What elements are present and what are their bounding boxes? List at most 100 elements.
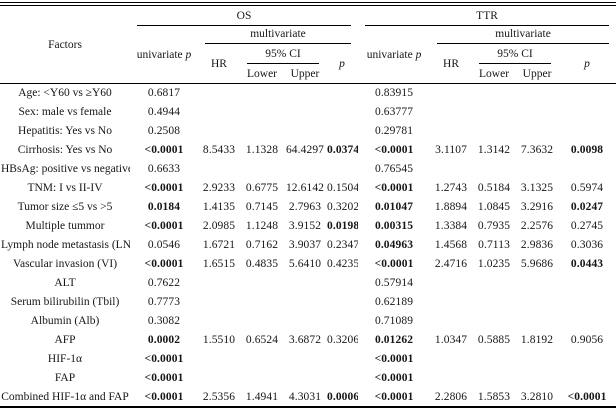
value-cell: 0.3206: [327, 334, 359, 346]
os-ci-header: 95% CI: [240, 44, 326, 64]
value-cell: 1.1328: [245, 144, 279, 156]
value-cell: 0.7113: [478, 239, 510, 251]
value-cell: 3.6872: [288, 334, 322, 346]
value-cell: [284, 274, 326, 293]
value-cell: [198, 369, 240, 388]
ttr-group-header: TTR: [358, 6, 616, 26]
value-cell: 0.0002: [147, 334, 181, 346]
value-cell: <0.0001: [374, 353, 414, 365]
value-cell: 0.29781: [374, 125, 414, 137]
value-cell: [240, 312, 284, 331]
value-cell: [472, 84, 516, 103]
value-cell: 2.0985: [202, 220, 236, 232]
table-row: HIF-1α <0.0001 <0.0001: [0, 350, 616, 369]
value-cell: 2.4716: [434, 258, 468, 270]
value-cell: 3.2916: [520, 201, 554, 213]
value-cell: [284, 312, 326, 331]
value-cell: [472, 293, 516, 312]
value-cell: [430, 274, 472, 293]
ttr-ci-header: 95% CI: [472, 44, 558, 64]
value-cell: <0.0001: [374, 182, 414, 194]
value-cell: [430, 312, 472, 331]
value-cell: [240, 369, 284, 388]
value-cell: <0.0001: [144, 258, 184, 270]
value-cell: 1.0845: [477, 201, 511, 213]
value-cell: 5.9686: [520, 258, 554, 270]
value-cell: [198, 160, 240, 179]
value-cell: [472, 312, 516, 331]
value-cell: [326, 274, 358, 293]
value-cell: [326, 369, 358, 388]
table-row: Albumin (Alb) 0.3082 0.71089: [0, 312, 616, 331]
value-cell: [472, 160, 516, 179]
factor-cell: Cirrhosis: Yes vs No: [17, 144, 113, 156]
factor-cell: FAP: [54, 372, 76, 384]
value-cell: 0.76545: [374, 163, 414, 175]
os-univariate-p-header: univariate p: [136, 48, 192, 61]
value-cell: 3.1325: [520, 182, 554, 194]
value-cell: 5.6410: [288, 258, 322, 270]
value-cell: 0.6633: [147, 163, 181, 175]
table-row: Lymph node metastasis (LN) 0.0546 1.6721…: [0, 236, 616, 255]
value-cell: [326, 122, 358, 141]
value-cell: 0.2508: [147, 125, 181, 137]
value-cell: 0.5885: [477, 334, 511, 346]
value-cell: <0.0001: [144, 182, 184, 194]
factor-cell: ALT: [54, 277, 76, 289]
table-row: HBsAg: positive vs negative 0.6633 0.765…: [0, 160, 616, 179]
table-row: ALT 0.7622 0.57914: [0, 274, 616, 293]
value-cell: 1.4135: [202, 201, 236, 213]
factor-cell: TNM: I vs II-IV: [27, 182, 103, 194]
value-cell: [326, 350, 358, 369]
ttr-p-header: p: [584, 57, 590, 70]
value-cell: [516, 312, 558, 331]
value-cell: [284, 122, 326, 141]
factor-cell: Age: <Y60 vs ≥Y60: [18, 87, 112, 100]
value-cell: 0.4235: [327, 258, 359, 270]
value-cell: 0.5184: [477, 182, 511, 194]
value-cell: 0.2745: [570, 220, 604, 232]
os-p-header: p: [339, 57, 345, 70]
table-row: Cirrhosis: Yes vs No <0.0001 8.5433 1.13…: [0, 141, 616, 160]
value-cell: 12.6142: [285, 182, 325, 194]
value-cell: 2.7963: [288, 201, 322, 213]
value-cell: [558, 274, 616, 293]
value-cell: 0.63777: [374, 106, 414, 118]
value-cell: 7.3632: [520, 144, 554, 156]
factor-cell: Combined HIF-1α and FAP: [1, 390, 129, 403]
value-cell: [198, 274, 240, 293]
value-cell: 0.3082: [147, 315, 181, 327]
factor-cell: Serum bilirubilin (Tbil): [10, 296, 120, 308]
factor-cell: Tumor size ≤5 vs >5: [17, 201, 113, 213]
value-cell: [472, 369, 516, 388]
value-cell: 0.0098: [570, 144, 604, 156]
value-cell: 0.3036: [570, 239, 604, 251]
value-cell: 1.8192: [520, 334, 554, 346]
factor-cell: HBsAg: positive vs negative: [1, 163, 130, 175]
value-cell: [516, 369, 558, 388]
value-cell: [472, 350, 516, 369]
value-cell: [430, 350, 472, 369]
value-cell: 3.1107: [435, 144, 467, 156]
value-cell: [516, 103, 558, 122]
ttr-ci-upper-header: Upper: [522, 67, 552, 80]
value-cell: 64.4297: [285, 144, 325, 156]
value-cell: 0.01047: [374, 201, 414, 213]
value-cell: 1.5853: [477, 390, 511, 403]
value-cell: [430, 122, 472, 141]
value-cell: <0.0001: [374, 258, 414, 270]
value-cell: 0.7145: [245, 201, 279, 213]
value-cell: 0.0546: [147, 239, 181, 251]
value-cell: 1.5510: [202, 334, 236, 346]
value-cell: 8.5433: [202, 144, 236, 156]
os-ci-lower-header: Lower: [246, 67, 277, 80]
factor-cell: Albumin (Alb): [30, 315, 100, 327]
table-row: FAP <0.0001 <0.0001: [0, 369, 616, 388]
value-cell: 1.6515: [202, 258, 236, 270]
value-cell: 3.9037: [288, 239, 322, 251]
value-cell: 4.3031: [288, 390, 322, 403]
os-hr-header: HR: [211, 57, 227, 70]
value-cell: [472, 122, 516, 141]
value-cell: [558, 293, 616, 312]
value-cell: [558, 160, 616, 179]
